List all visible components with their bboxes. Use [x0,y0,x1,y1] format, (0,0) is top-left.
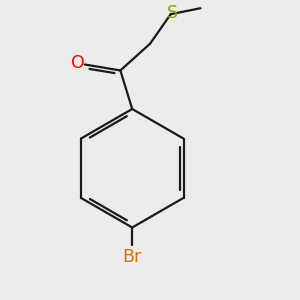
Text: S: S [167,4,178,22]
Text: O: O [70,54,84,72]
Text: Br: Br [123,248,142,266]
